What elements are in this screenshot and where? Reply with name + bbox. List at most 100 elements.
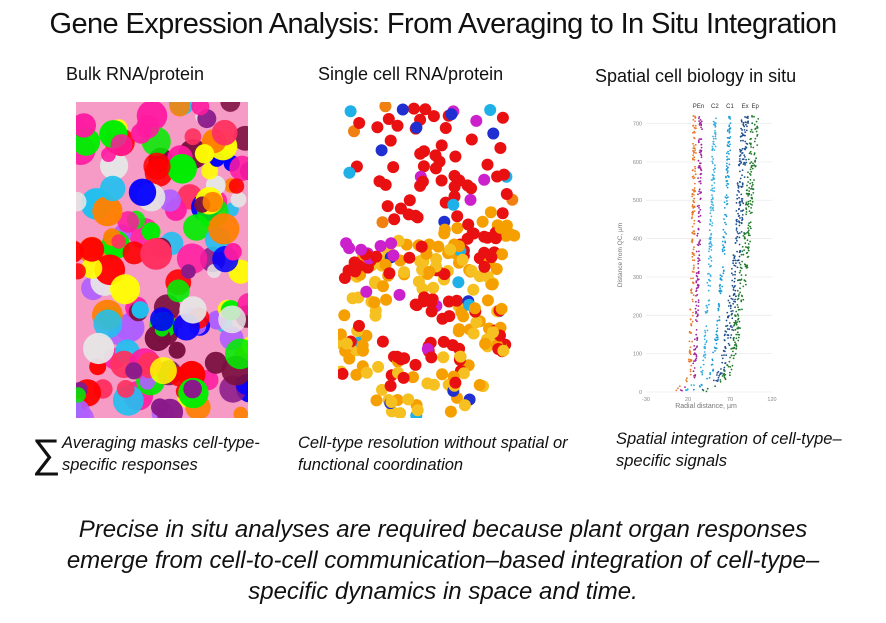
point-c2 — [711, 148, 714, 151]
bulk-caption: Averaging masks cell-type-specific respo… — [62, 434, 260, 474]
point-en — [700, 172, 703, 175]
cell-dot — [368, 296, 381, 309]
point-ex — [728, 344, 731, 347]
point-ep — [741, 250, 744, 253]
point-c2 — [704, 329, 706, 332]
point-c2 — [709, 285, 711, 287]
point-ex — [731, 284, 734, 287]
cell-dot — [376, 216, 389, 229]
point-c2 — [706, 309, 709, 312]
point-en — [701, 128, 703, 131]
point-en — [699, 208, 702, 211]
bulk-dot — [167, 279, 190, 303]
point-c1 — [715, 333, 718, 336]
point-c2 — [709, 280, 711, 282]
point-ex — [732, 310, 734, 312]
point-ex — [742, 202, 745, 205]
point-en — [697, 257, 700, 260]
point-c2 — [713, 149, 716, 151]
point-ex — [734, 285, 736, 287]
point-ep — [743, 249, 745, 252]
point-ex — [745, 161, 748, 164]
point-c2 — [714, 145, 717, 148]
cell-dot — [421, 377, 434, 390]
point-c1 — [728, 153, 730, 155]
point-ex — [723, 354, 725, 356]
point-ex — [736, 183, 739, 185]
point-ex — [724, 346, 727, 349]
point-ex — [737, 232, 740, 235]
point-ep — [739, 279, 742, 281]
point-en — [700, 126, 702, 129]
point-ex — [744, 162, 746, 165]
point-c2 — [709, 265, 712, 268]
cell-dot — [411, 404, 424, 417]
point-en — [693, 348, 695, 351]
point-c2 — [706, 306, 709, 309]
point-ex — [721, 354, 723, 357]
point-en — [695, 346, 698, 348]
point-ep — [742, 298, 745, 301]
point-en — [696, 293, 699, 296]
x-tick-labels: -30 20 70 120 — [642, 397, 777, 403]
cell-dot — [439, 122, 452, 134]
point-c2 — [713, 171, 716, 173]
cell-dot — [437, 351, 450, 364]
point-ep — [744, 263, 747, 266]
scatter-plot: 0 100 200 300 400 500 600 700 -30 20 70 120 P En C2 C… — [617, 104, 777, 410]
point-ex — [739, 249, 742, 252]
point-p — [691, 270, 694, 273]
point-ep — [732, 350, 734, 353]
point-ep — [728, 360, 731, 363]
point-ex — [736, 194, 738, 196]
point-c1 — [709, 373, 712, 376]
point-en — [694, 338, 696, 341]
point-ep — [747, 200, 750, 203]
point-ep — [751, 196, 753, 199]
point-en — [692, 370, 695, 373]
point-ex — [727, 316, 729, 319]
bulk-dot — [81, 257, 103, 279]
point-en — [700, 156, 703, 159]
bulk-dot — [181, 264, 196, 279]
point-ex — [746, 125, 748, 128]
point-en — [698, 124, 701, 126]
point-c1 — [728, 158, 731, 160]
point-ep — [756, 144, 759, 146]
point-en — [695, 290, 697, 292]
cell-dot — [385, 396, 398, 408]
point-en — [698, 207, 700, 209]
cell-dot — [489, 232, 502, 245]
point-c2 — [703, 354, 705, 356]
point-c1 — [726, 152, 728, 154]
point-ep — [746, 266, 749, 268]
point-c1 — [729, 136, 732, 138]
point-ex — [744, 156, 746, 158]
point-ex — [734, 289, 737, 292]
point-p — [694, 170, 696, 173]
point-ep — [751, 204, 753, 206]
point-en — [695, 319, 697, 321]
cell-dot — [372, 360, 385, 373]
point-ep — [733, 344, 736, 346]
cell-dot — [425, 296, 438, 309]
point-c1 — [723, 249, 726, 252]
cell-dot — [444, 405, 457, 418]
point-ep — [737, 336, 740, 339]
point-en — [695, 329, 698, 331]
point-en — [698, 242, 700, 245]
point-ep — [734, 319, 737, 322]
point-c2 — [713, 187, 716, 189]
single-cell-dots — [338, 102, 521, 418]
point-c2 — [703, 338, 706, 341]
point-ep — [726, 364, 729, 366]
point-ep — [705, 390, 708, 393]
cell-dot — [385, 237, 398, 250]
point-ep — [740, 253, 743, 256]
cell-dot — [454, 350, 467, 363]
point-ep — [734, 352, 737, 355]
cell-dot — [445, 108, 458, 121]
point-p — [693, 156, 696, 159]
bulk-dot — [76, 191, 87, 212]
point-en — [695, 250, 698, 253]
